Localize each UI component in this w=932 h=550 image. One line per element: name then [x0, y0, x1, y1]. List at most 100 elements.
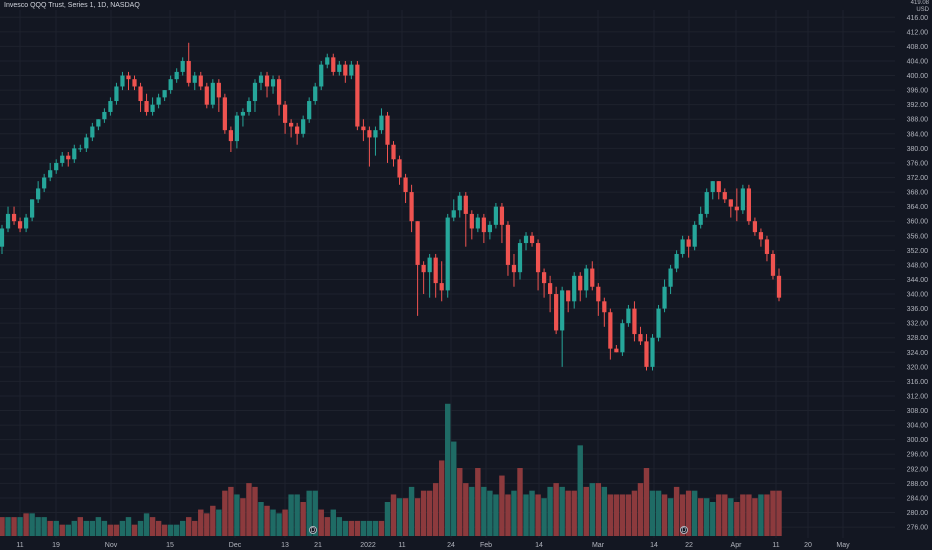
candle-body [192, 75, 197, 83]
volume-bar [722, 494, 728, 536]
volume-bar [577, 445, 583, 536]
candle-up [325, 53, 330, 69]
candle-down [602, 297, 607, 327]
candle-body [656, 308, 661, 338]
candle-body [734, 206, 739, 211]
volume-bar [125, 517, 132, 536]
grid-layer [0, 10, 895, 538]
volume-bar [186, 517, 192, 536]
candle-up [704, 188, 709, 218]
candle-body [409, 192, 414, 222]
volume-bar [234, 494, 240, 536]
price-axis[interactable]: 276.00 280.00 284.00 288.00 292.00 296.00 300.… [907, 15, 929, 532]
candle-body [764, 239, 770, 254]
volume-bar [77, 517, 84, 536]
candle-down [421, 261, 426, 295]
price-tick-label: 360.00 [907, 219, 929, 226]
candle-down [138, 82, 143, 112]
time-tick-label: 21 [314, 542, 322, 549]
candle-body [650, 337, 655, 367]
volume-bar [372, 520, 379, 536]
candle-body [168, 79, 173, 91]
candle-up [150, 97, 155, 116]
volume-bar [282, 509, 288, 536]
volume-bar [649, 490, 656, 536]
candle-body [234, 115, 240, 142]
candle-up [379, 108, 384, 134]
volume-bar [673, 486, 680, 536]
candle-body [30, 199, 35, 218]
candle-body [108, 101, 113, 112]
candle-down [614, 345, 619, 353]
time-tick-label: 22 [685, 542, 693, 549]
price-axis-top-partial-label: 419.08 [910, 0, 929, 6]
candle-body [289, 122, 294, 127]
price-tick-label: 300.00 [907, 437, 929, 444]
volume-bar [565, 490, 571, 536]
candle-up [692, 221, 697, 251]
candle-down [433, 253, 438, 298]
volume-bar [601, 486, 608, 536]
candle-up [246, 97, 252, 116]
volume-bar [354, 520, 361, 536]
candle-body [276, 79, 282, 105]
candle-body [295, 126, 300, 134]
candle-layer [0, 42, 782, 371]
candle-body [620, 323, 625, 353]
candle-body [397, 159, 402, 178]
volume-bar [704, 498, 710, 536]
dividend-marker[interactable]: D [680, 526, 688, 535]
candle-body [722, 192, 727, 200]
price-tick-label: 404.00 [907, 58, 929, 65]
price-tick-label: 304.00 [907, 423, 929, 430]
candle-up [319, 60, 324, 91]
volume-bar [59, 524, 65, 536]
volume-bar [65, 524, 71, 536]
candle-body [535, 243, 541, 273]
price-tick-label: 280.00 [907, 510, 929, 517]
candle-body [704, 192, 709, 214]
candle-body [246, 101, 252, 112]
candle-body [228, 130, 233, 142]
dividend-marker[interactable]: D [309, 526, 317, 535]
candle-up [30, 199, 35, 222]
volume-bar [258, 502, 264, 536]
candle-down [198, 71, 203, 91]
volume-bar [143, 513, 150, 536]
volume-bar [324, 517, 330, 536]
candle-down [331, 53, 336, 76]
volume-bar [776, 490, 782, 536]
volume-bar [119, 520, 126, 536]
candle-down [608, 308, 613, 360]
candle-down [186, 42, 191, 87]
price-tick-label: 348.00 [907, 262, 929, 269]
candle-down [415, 221, 420, 316]
volume-bar [469, 486, 475, 536]
dividend-marker-circle[interactable] [680, 526, 688, 534]
candle-up [301, 115, 306, 138]
volume-bar [348, 520, 355, 536]
time-axis[interactable]: 11 19 Nov 15 Dec 13 21 2022 11 24 Feb 14 Mar 14 22 Apr 1… [16, 542, 850, 549]
volume-bar [499, 475, 505, 536]
dividend-marker-circle[interactable] [309, 526, 317, 534]
volume-bar [691, 490, 698, 536]
candle-down [529, 232, 535, 247]
candle-body [198, 75, 203, 87]
candle-down [541, 268, 547, 298]
candle-down [511, 253, 517, 287]
candle-body [439, 283, 444, 291]
candle-body [156, 97, 161, 105]
candle-body [60, 155, 65, 163]
price-tick-label: 352.00 [907, 248, 929, 255]
candle-down [481, 213, 486, 244]
candle-down [276, 75, 282, 116]
candle-body [578, 275, 583, 291]
price-tick-label: 364.00 [907, 204, 929, 211]
candle-down [554, 286, 559, 335]
price-tick-label: 324.00 [907, 350, 929, 357]
time-tick-label: 14 [650, 542, 658, 549]
price-tick-label: 416.00 [907, 15, 929, 22]
candle-down [505, 221, 511, 276]
